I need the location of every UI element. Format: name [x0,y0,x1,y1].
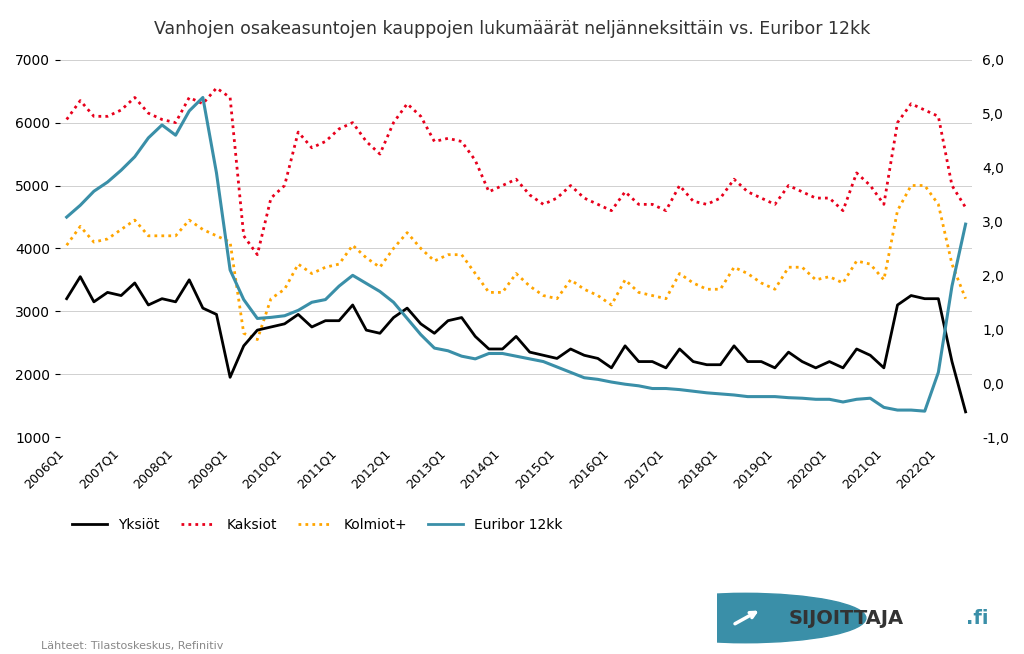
Text: .fi: .fi [967,608,989,628]
Text: Vanhojen osakeasuntojen kauppojen lukumäärät neljänneksittäin vs. Euribor 12kk: Vanhojen osakeasuntojen kauppojen lukumä… [154,20,870,38]
Legend: Yksiöt, Kaksiot, Kolmiot+, Euribor 12kk: Yksiöt, Kaksiot, Kolmiot+, Euribor 12kk [67,513,568,538]
Text: SIJOITTAJA: SIJOITTAJA [788,608,903,628]
Circle shape [625,593,866,643]
Text: Lähteet: Tilastoskeskus, Refinitiv: Lähteet: Tilastoskeskus, Refinitiv [41,641,223,651]
